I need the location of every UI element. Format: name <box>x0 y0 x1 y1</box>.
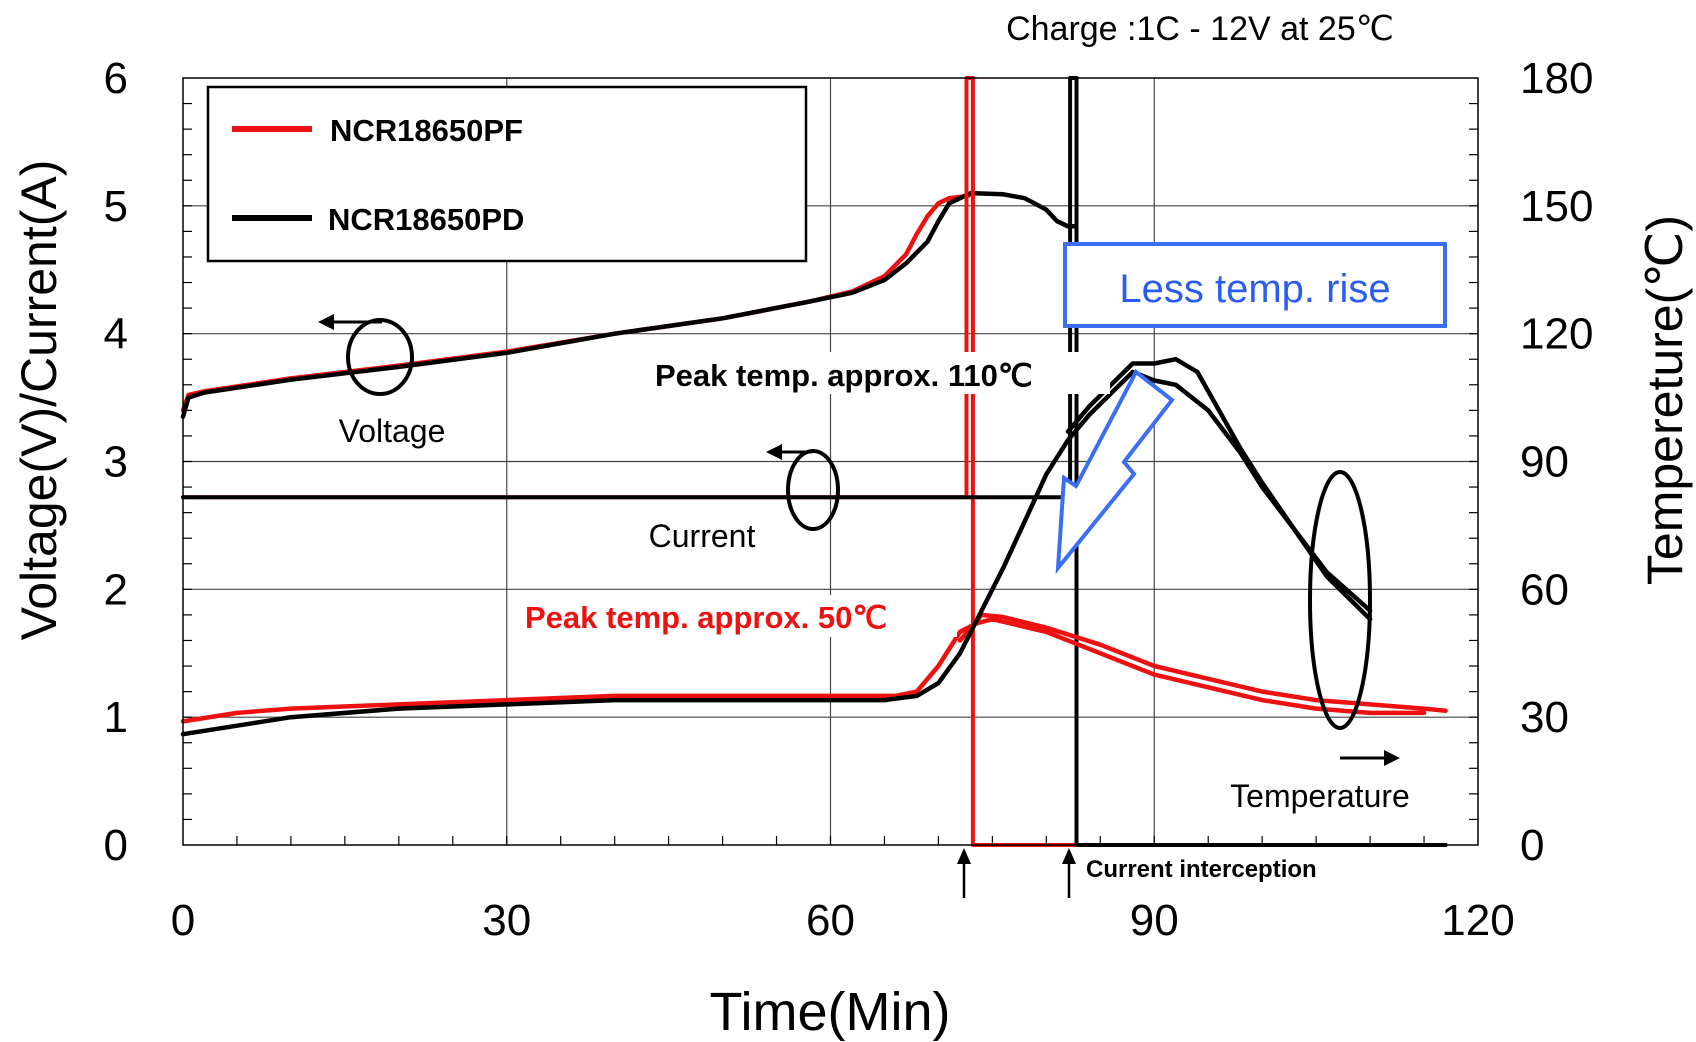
y-tick-label-0: 0 <box>104 821 128 870</box>
interception-arrow-pd-head <box>1062 848 1076 864</box>
less-temp-rise-box <box>1063 242 1447 328</box>
y2-tick-label-4: 120 <box>1520 310 1593 359</box>
y-tick-label-1: 1 <box>104 693 128 742</box>
less-temp-rise-arrow <box>1055 368 1175 575</box>
series-temperature-ncr18650pf-5 <box>957 612 1448 714</box>
voltage-arrow-head <box>318 314 334 330</box>
x-tick-label-1: 30 <box>482 896 531 945</box>
series-temperature-ncr18650pd-6 <box>180 369 1373 737</box>
x-tick-label-2: 60 <box>806 896 855 945</box>
legend-box <box>206 85 808 263</box>
legend-label-pd: NCR18650PD <box>328 202 524 237</box>
x-tick-label-0: 0 <box>171 896 195 945</box>
series-temperature-ncr18650pd-7 <box>1065 356 1373 613</box>
current-arrow-head <box>766 444 782 460</box>
x-tick-label-3: 90 <box>1130 896 1179 945</box>
temperature-ellipse <box>1308 470 1372 730</box>
legend: NCR18650PF NCR18650PD <box>206 85 808 263</box>
peak-pd-label: Peak temp. approx. 110℃ <box>655 358 1033 393</box>
current-label-bg <box>628 510 778 556</box>
peak-pf-label-bg <box>522 595 957 637</box>
chart-title: Charge :1C - 12V at 25℃ <box>1006 10 1394 48</box>
y2-tick-label-0: 0 <box>1520 821 1544 870</box>
y2-tick-label-5: 150 <box>1520 182 1593 231</box>
series-temperature-ncr18650pf-4 <box>180 616 1427 724</box>
series-voltage-ncr18650pd-1 <box>180 190 1077 420</box>
current-ellipse <box>786 449 840 531</box>
voltage-label-bg <box>312 408 462 454</box>
y2-tick-label-6: 180 <box>1520 54 1593 103</box>
temperature-label-bg <box>1210 772 1440 818</box>
x-tick-label-4: 120 <box>1441 896 1514 945</box>
voltage-label: Voltage <box>339 413 446 449</box>
y2-tick-label-3: 90 <box>1520 438 1569 487</box>
temperature-arrow-head <box>1384 750 1400 766</box>
less-temp-rise-label: Less temp. rise <box>1119 267 1390 311</box>
legend-label-pf: NCR18650PF <box>330 113 523 148</box>
peak-pf-label: Peak temp. approx. 50℃ <box>525 600 887 635</box>
y2-axis-title: Tempereture(℃) <box>1637 215 1693 585</box>
y-tick-label-4: 4 <box>104 310 128 359</box>
y-tick-label-2: 2 <box>104 565 128 614</box>
y2-tick-label-2: 60 <box>1520 565 1569 614</box>
tick-marks <box>183 102 1478 845</box>
y-tick-label-5: 5 <box>104 182 128 231</box>
annotations: Voltage Current Temperature Peak temp. a… <box>312 242 1447 898</box>
current-interception-label: Current interception <box>1086 856 1317 883</box>
y-tick-label-6: 6 <box>104 54 128 103</box>
current-label: Current <box>649 518 756 554</box>
voltage-ellipse <box>346 318 414 396</box>
x-axis-title: Time(Min) <box>710 982 951 1042</box>
temperature-label: Temperature <box>1230 778 1410 814</box>
y2-tick-label-1: 30 <box>1520 693 1569 742</box>
y-tick-label-3: 3 <box>104 438 128 487</box>
interception-arrow-pf-head <box>957 848 971 864</box>
peak-pd-label-bg <box>650 352 1110 394</box>
y-axis-title: Voltage(V)/Current(A) <box>11 160 67 641</box>
